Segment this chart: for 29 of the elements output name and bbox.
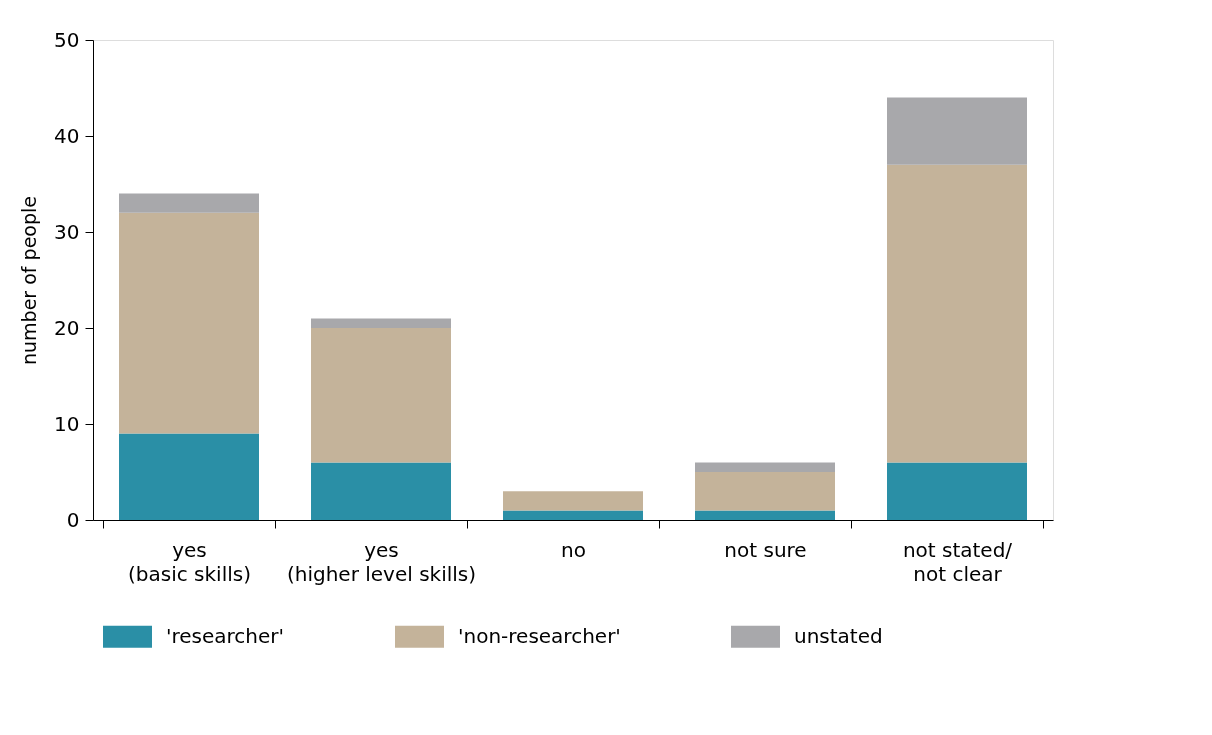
bar — [695, 472, 835, 511]
y-tick-label: 20 — [54, 315, 80, 340]
bar — [119, 212, 259, 434]
bar — [119, 433, 259, 520]
bar — [119, 193, 259, 213]
y-tick-label: 0 — [66, 507, 80, 532]
y-tick-label: 50 — [54, 27, 80, 52]
bar — [503, 510, 643, 520]
bar — [695, 510, 835, 520]
x-tick-label: not stated/ not clear — [902, 537, 1013, 586]
y-axis-title: number of people — [18, 196, 41, 365]
bar — [695, 462, 835, 472]
bar — [887, 164, 1027, 463]
legend-label: 'researcher' — [166, 623, 285, 648]
y-tick-label: 30 — [54, 219, 80, 244]
legend-label: 'non-researcher' — [458, 623, 621, 648]
bar — [503, 491, 643, 511]
bar — [311, 318, 451, 328]
x-tick-label: yes (higher level skills) — [286, 537, 477, 586]
y-tick-label: 10 — [54, 411, 80, 436]
legend-label: unstated — [794, 623, 883, 648]
x-tick-label: no — [561, 537, 586, 562]
bar — [311, 328, 451, 463]
bar — [887, 97, 1027, 165]
x-tick-label: yes (basic skills) — [128, 537, 251, 586]
bar — [311, 462, 451, 520]
bar — [887, 462, 1027, 520]
y-tick-label: 40 — [54, 123, 80, 148]
x-tick-label: not sure — [724, 537, 807, 562]
